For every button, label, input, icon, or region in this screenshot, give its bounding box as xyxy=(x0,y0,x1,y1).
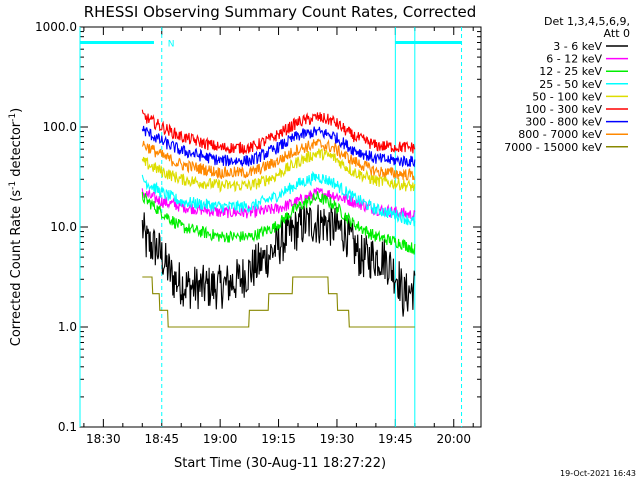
legend-entry-label: 12 - 25 keV xyxy=(539,65,602,78)
series-line xyxy=(141,203,416,317)
footer-timestamp: 19-Oct-2021 16:43 xyxy=(560,469,636,478)
overlay-lines: N xyxy=(79,27,463,427)
series-line xyxy=(142,276,415,328)
y-tick-label: 10.0 xyxy=(50,220,77,234)
legend-entry-label: 3 - 6 keV xyxy=(553,40,602,53)
y-tick-label: 100.0 xyxy=(43,120,77,134)
legend-entry-label: 50 - 100 keV xyxy=(532,90,602,103)
x-tick-label: 18:45 xyxy=(144,432,179,446)
series-line xyxy=(141,109,416,155)
legend-entry-label: 7000 - 15000 keV xyxy=(504,141,602,154)
legend-entry-label: 800 - 7000 keV xyxy=(518,128,602,141)
legend-entry-label: 25 - 50 keV xyxy=(539,78,602,91)
series-line xyxy=(141,191,416,255)
night-marker-label: N xyxy=(168,39,175,49)
series-line xyxy=(141,186,416,221)
legend-entry-label: 6 - 12 keV xyxy=(546,53,602,66)
legend-header-line1: Det 1,3,4,5,6,9, xyxy=(544,15,630,28)
x-tick-label: 19:30 xyxy=(320,432,355,446)
x-axis-label: Start Time (30-Aug-11 18:27:22) xyxy=(174,456,386,471)
chart-title: RHESSI Observing Summary Count Rates, Co… xyxy=(84,3,477,21)
y-tick-label: 0.1 xyxy=(58,420,77,434)
y-tick-label: 1000.0 xyxy=(35,20,77,34)
legend-header-line2: Att 0 xyxy=(604,27,630,40)
y-axis: 0.1 1.0 10.0 100.0 1000.0 xyxy=(35,20,481,434)
x-tick-label: 19:45 xyxy=(378,432,413,446)
legend-entry-label: 100 - 300 keV xyxy=(525,103,602,116)
series-layer xyxy=(141,109,416,328)
series-line xyxy=(141,125,416,168)
legend-entry-label: 300 - 800 keV xyxy=(525,116,602,129)
y-tick-label: 1.0 xyxy=(58,320,77,334)
series-line xyxy=(141,170,416,227)
x-tick-label: 20:00 xyxy=(436,432,471,446)
series-line xyxy=(141,148,416,193)
x-tick-label: 19:00 xyxy=(203,432,238,446)
series-line xyxy=(141,138,415,181)
x-tick-label: 18:30 xyxy=(86,432,121,446)
y-axis-label: Corrected Count Rate (s-1 detector-1) xyxy=(8,108,24,346)
x-tick-label: 19:15 xyxy=(261,432,296,446)
